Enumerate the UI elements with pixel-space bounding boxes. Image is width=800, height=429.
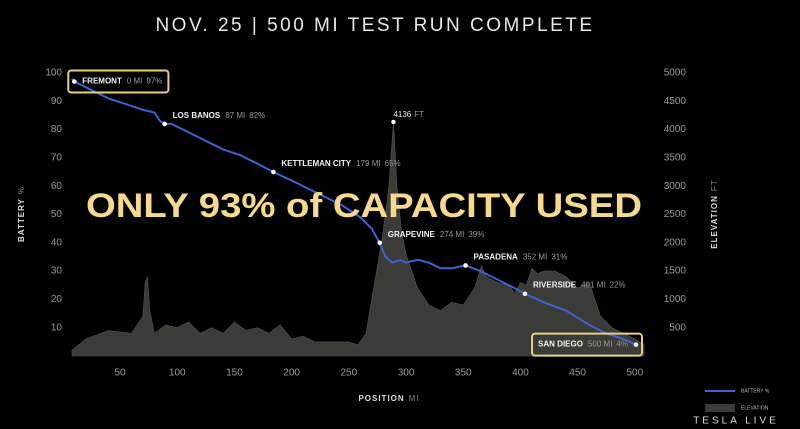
waypoint-percent: 65% bbox=[385, 159, 401, 168]
peak-label: 4136 FT bbox=[393, 110, 424, 119]
waypoint-marker bbox=[463, 263, 468, 268]
x-tick-label: 250 bbox=[341, 368, 358, 379]
y2-tick-label: 3000 bbox=[664, 181, 687, 192]
battery-line bbox=[71, 78, 637, 346]
waypoint-label: PASADENA 352 MI 31% bbox=[474, 253, 568, 262]
y2-axis-label: ELEVATION FT bbox=[710, 179, 719, 248]
waypoint-label: KETTLEMAN CITY 179 MI 65% bbox=[281, 159, 400, 168]
legend-label: BATTERY % bbox=[741, 388, 770, 394]
y2-tick-label: 5000 bbox=[664, 68, 687, 79]
y2-tick-label: 1000 bbox=[664, 294, 687, 305]
y2-tick-label: 4000 bbox=[664, 124, 687, 135]
highlight-box bbox=[531, 332, 643, 357]
highlight-box bbox=[67, 69, 170, 94]
waypoint-percent: 4% bbox=[616, 340, 628, 349]
waypoint-percent: 82% bbox=[249, 111, 265, 120]
chart-title: NOV. 25 | 500 MI TEST RUN COMPLETE bbox=[155, 15, 594, 36]
y2-tick-label: 3500 bbox=[664, 153, 687, 164]
x-tick-label: 200 bbox=[283, 368, 300, 379]
waypoint-distance: 0 MI bbox=[127, 77, 143, 86]
waypoint-percent: 39% bbox=[468, 230, 484, 239]
peak-value: 4136 bbox=[393, 110, 411, 119]
waypoint-name: LOS BANOS bbox=[173, 111, 221, 120]
x-tick-label: 400 bbox=[512, 368, 529, 379]
y-tick-label: 80 bbox=[51, 124, 63, 135]
y-tick-label: 100 bbox=[45, 68, 62, 79]
y-axis-label: BATTERY% bbox=[17, 186, 26, 242]
waypoint-label: SAN DIEGO 500 MI 4% bbox=[538, 340, 628, 349]
y2-tick-label: 2000 bbox=[664, 237, 687, 248]
x-tick-label: 300 bbox=[398, 368, 415, 379]
y-tick-label: 30 bbox=[51, 266, 63, 277]
waypoint-distance: 87 MI bbox=[225, 111, 245, 120]
waypoint-label: LOS BANOS 87 MI 82% bbox=[173, 111, 266, 120]
peak-marker bbox=[391, 119, 396, 125]
waypoint-marker bbox=[522, 291, 528, 297]
waypoint-distance: 401 MI bbox=[581, 281, 605, 290]
x-tick-label: 50 bbox=[114, 368, 126, 379]
waypoint-marker bbox=[633, 342, 639, 347]
footer-logo: TESLA LIVE bbox=[693, 416, 779, 427]
legend-label: ELEVATION bbox=[741, 405, 769, 411]
waypoint-percent: 97% bbox=[146, 77, 162, 86]
y2-axis-label-unit: FT bbox=[710, 179, 719, 191]
y-tick-label: 50 bbox=[51, 209, 63, 220]
waypoint-marker bbox=[271, 169, 276, 175]
waypoint-distance: 500 MI bbox=[588, 340, 612, 349]
x-tick-label: 350 bbox=[455, 368, 472, 379]
waypoint-distance: 179 MI bbox=[356, 159, 380, 168]
waypoint-marker bbox=[162, 121, 167, 127]
y-tick-label: 90 bbox=[51, 96, 63, 107]
waypoint-label: RIVERSIDE 401 MI 22% bbox=[533, 281, 626, 290]
y-tick-label: 60 bbox=[51, 181, 63, 192]
y-tick-label: 70 bbox=[51, 153, 63, 164]
waypoint-name: PASADENA bbox=[474, 253, 519, 262]
x-tick-label: 100 bbox=[169, 368, 186, 379]
y-axis-label-text: BATTERY bbox=[17, 198, 26, 242]
peak-unit: FT bbox=[414, 110, 424, 119]
waypoint-marker bbox=[71, 79, 77, 84]
legend-swatch bbox=[705, 404, 735, 412]
y2-tick-label: 1500 bbox=[664, 266, 687, 277]
x-axis-label-unit: MI bbox=[409, 394, 420, 403]
x-tick-label: 500 bbox=[627, 368, 644, 379]
y-tick-label: 20 bbox=[51, 294, 63, 305]
waypoint-name: RIVERSIDE bbox=[533, 281, 577, 290]
waypoint-label: FREMONT 0 MI 97% bbox=[82, 77, 162, 86]
waypoint-name: FREMONT bbox=[82, 77, 122, 86]
y2-tick-label: 4500 bbox=[664, 96, 687, 107]
waypoint-marker bbox=[377, 240, 383, 246]
waypoint-name: SAN DIEGO bbox=[538, 340, 583, 349]
x-axis-label-text: POSITION bbox=[358, 394, 404, 403]
waypoint-distance: 352 MI bbox=[523, 253, 547, 262]
y2-tick-label: 500 bbox=[669, 322, 686, 333]
waypoint-percent: 22% bbox=[610, 281, 626, 290]
waypoint-name: KETTLEMAN CITY bbox=[281, 159, 351, 168]
y-tick-label: 40 bbox=[51, 237, 63, 248]
y-tick-label: 10 bbox=[51, 322, 63, 333]
y2-axis-label-text: ELEVATION bbox=[710, 195, 719, 249]
x-tick-label: 450 bbox=[569, 368, 586, 379]
waypoint-distance: 274 MI bbox=[440, 230, 464, 239]
headline: ONLY 93% of CAPACITY USED bbox=[86, 187, 642, 225]
waypoint-label: GRAPEVINE 274 MI 39% bbox=[388, 230, 485, 239]
waypoint-name: GRAPEVINE bbox=[388, 230, 436, 239]
y2-tick-label: 2500 bbox=[664, 209, 687, 220]
waypoint-percent: 31% bbox=[551, 253, 567, 262]
x-axis-label: POSITION MI bbox=[358, 394, 419, 403]
x-tick-label: 150 bbox=[226, 368, 243, 379]
y-axis-label-unit: % bbox=[17, 186, 26, 194]
